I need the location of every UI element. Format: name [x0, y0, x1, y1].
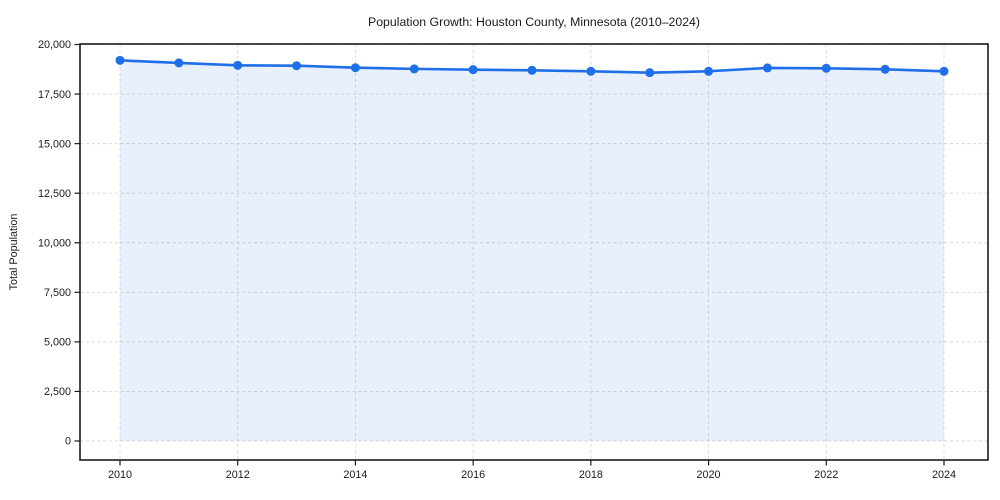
data-point — [292, 61, 302, 71]
plot-border — [79, 43, 989, 461]
data-point — [704, 66, 714, 76]
data-point — [762, 63, 772, 73]
y-tick-label: 7,500 — [44, 287, 71, 299]
y-tick-label: 5,000 — [44, 337, 71, 349]
x-tick-label: 2016 — [461, 469, 485, 481]
x-tick-label: 2020 — [697, 469, 721, 481]
data-point — [880, 64, 890, 74]
data-point — [350, 63, 360, 73]
y-tick-label: 12,500 — [38, 188, 71, 200]
data-point — [409, 64, 419, 74]
data-point — [645, 68, 655, 78]
plot-area: 0 2,500 5,000 7,500 10,000 12,500 15,000 17,500… — [38, 39, 989, 481]
chart-title: Population Growth: Houston County, Minne… — [368, 15, 700, 29]
data-point — [468, 65, 478, 75]
x-tick-label: 2024 — [932, 469, 956, 481]
y-tick-label: 20,000 — [38, 39, 71, 51]
area-fill — [120, 60, 944, 442]
data-point — [233, 60, 243, 70]
x-tick-label: 2022 — [814, 469, 838, 481]
data-point — [174, 58, 184, 68]
data-point — [586, 66, 596, 76]
y-tick-label: 17,500 — [38, 89, 71, 101]
data-point — [821, 63, 831, 73]
data-point — [939, 66, 949, 76]
data-point — [115, 55, 125, 65]
y-tick-label: 15,000 — [38, 138, 71, 150]
x-tick-label: 2012 — [226, 469, 250, 481]
y-tick-label: 2,500 — [44, 386, 71, 398]
x-tick-label: 2018 — [579, 469, 603, 481]
y-tick-label: 0 — [65, 436, 71, 448]
y-tick-label: 10,000 — [38, 237, 71, 249]
data-point — [527, 65, 537, 75]
x-tick-label: 2010 — [108, 469, 132, 481]
x-tick-label: 2014 — [343, 469, 367, 481]
y-axis-label: Total Population — [8, 214, 20, 291]
